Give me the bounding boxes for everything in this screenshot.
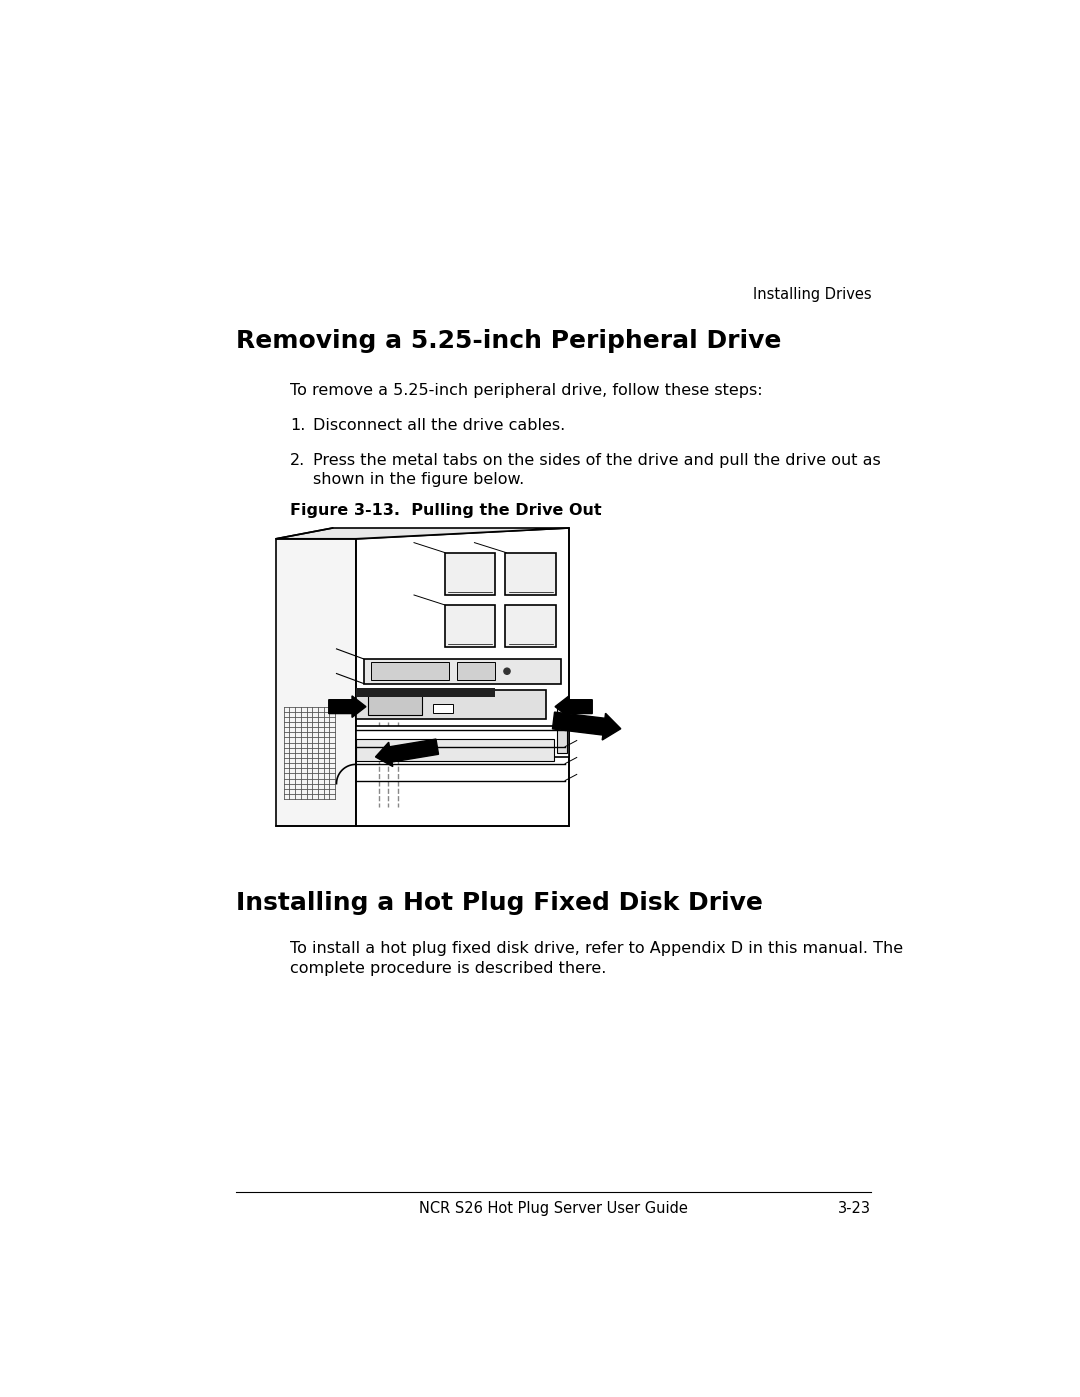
Bar bbox=[433, 704, 453, 712]
Polygon shape bbox=[276, 528, 569, 539]
Text: 3-23: 3-23 bbox=[838, 1201, 872, 1215]
Bar bbox=[457, 662, 496, 680]
Bar bbox=[505, 605, 556, 647]
Circle shape bbox=[504, 668, 510, 675]
FancyArrow shape bbox=[328, 696, 366, 718]
Bar bbox=[356, 689, 496, 697]
Text: Figure 3-13.  Pulling the Drive Out: Figure 3-13. Pulling the Drive Out bbox=[291, 503, 602, 518]
Polygon shape bbox=[276, 539, 356, 826]
Bar bbox=[356, 690, 545, 719]
Text: To install a hot plug fixed disk drive, refer to Appendix D in this manual. The: To install a hot plug fixed disk drive, … bbox=[291, 942, 903, 957]
Bar bbox=[557, 707, 567, 753]
Bar bbox=[505, 553, 556, 595]
Text: complete procedure is described there.: complete procedure is described there. bbox=[291, 961, 606, 975]
Bar bbox=[367, 693, 422, 715]
Text: 1.: 1. bbox=[291, 418, 306, 433]
FancyArrow shape bbox=[376, 739, 438, 767]
FancyArrow shape bbox=[553, 712, 621, 740]
Polygon shape bbox=[356, 528, 569, 826]
Text: Installing Drives: Installing Drives bbox=[753, 286, 872, 302]
Text: NCR S26 Hot Plug Server User Guide: NCR S26 Hot Plug Server User Guide bbox=[419, 1201, 688, 1215]
Text: shown in the figure below.: shown in the figure below. bbox=[313, 472, 525, 486]
Bar bbox=[356, 739, 554, 760]
Text: Disconnect all the drive cables.: Disconnect all the drive cables. bbox=[313, 418, 566, 433]
Text: To remove a 5.25-inch peripheral drive, follow these steps:: To remove a 5.25-inch peripheral drive, … bbox=[291, 383, 762, 398]
Bar bbox=[445, 553, 496, 595]
Text: Press the metal tabs on the sides of the drive and pull the drive out as: Press the metal tabs on the sides of the… bbox=[313, 453, 881, 468]
Polygon shape bbox=[356, 726, 569, 757]
Bar bbox=[364, 659, 562, 683]
Text: 2.: 2. bbox=[291, 453, 306, 468]
Bar bbox=[372, 662, 449, 680]
Text: Installing a Hot Plug Fixed Disk Drive: Installing a Hot Plug Fixed Disk Drive bbox=[235, 891, 762, 915]
Bar bbox=[445, 605, 496, 647]
Text: Removing a 5.25-inch Peripheral Drive: Removing a 5.25-inch Peripheral Drive bbox=[235, 330, 781, 353]
FancyArrow shape bbox=[555, 696, 592, 718]
